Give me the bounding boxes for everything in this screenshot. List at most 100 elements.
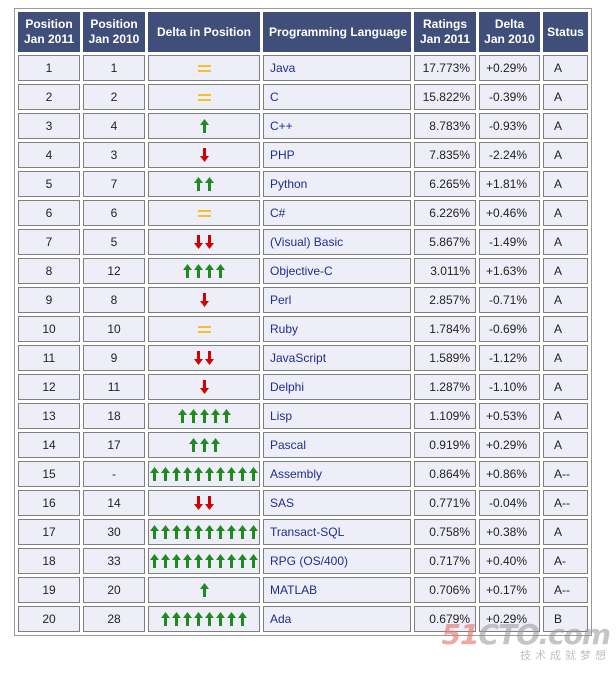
green-up-arrow-icon [216, 554, 225, 569]
delta-position-cell [148, 461, 260, 487]
status-cell: B [543, 606, 588, 632]
delta-cell: -0.04% [479, 490, 540, 516]
status-cell: A [543, 142, 588, 168]
status-cell: A [543, 519, 588, 545]
position-2010-cell: 12 [83, 258, 145, 284]
delta-cell: -0.39% [479, 84, 540, 110]
red-down-arrow-icon [199, 380, 209, 395]
table-body: 1 1 Java 17.773% +0.29% A 2 2 C 15.822% -0.39% A 3 4 C… [18, 55, 588, 632]
rank-up-indicator [199, 583, 210, 598]
position-2011-cell: 16 [18, 490, 80, 516]
table-row: 13 18 Lisp 1.109% +0.53% A [18, 403, 588, 429]
rank-up-indicator [149, 554, 259, 569]
status-cell: A-- [543, 577, 588, 603]
delta-position-cell [148, 55, 260, 81]
rank-up-indicator [182, 264, 226, 279]
position-2010-cell: 17 [83, 432, 145, 458]
delta-position-cell [148, 200, 260, 226]
delta-position-cell [148, 606, 260, 632]
table-row: 8 12 Objective-C 3.011% +1.63% A [18, 258, 588, 284]
delta-position-cell [148, 171, 260, 197]
yellow-equal-icon [197, 210, 211, 218]
green-up-arrow-icon [227, 467, 236, 482]
green-up-arrow-icon [172, 612, 181, 627]
position-2011-cell: 17 [18, 519, 80, 545]
header-delta-position: Delta in Position [148, 12, 260, 52]
green-up-arrow-icon [177, 409, 187, 424]
delta-position-cell [148, 345, 260, 371]
position-2011-cell: 13 [18, 403, 80, 429]
status-cell: A-- [543, 490, 588, 516]
header-ratings: Ratings Jan 2011 [414, 12, 476, 52]
position-2011-cell: 18 [18, 548, 80, 574]
position-2010-cell: 10 [83, 316, 145, 342]
green-up-arrow-icon [194, 264, 203, 279]
green-up-arrow-icon [238, 467, 247, 482]
table-row: 6 6 C# 6.226% +0.46% A [18, 200, 588, 226]
rating-cell: 15.822% [414, 84, 476, 110]
green-up-arrow-icon [161, 554, 170, 569]
position-2011-cell: 14 [18, 432, 80, 458]
delta-cell: -1.12% [479, 345, 540, 371]
table-row: 5 7 Python 6.265% +1.81% A [18, 171, 588, 197]
green-up-arrow-icon [183, 525, 192, 540]
rating-cell: 1.109% [414, 403, 476, 429]
delta-cell: +0.38% [479, 519, 540, 545]
rating-cell: 0.864% [414, 461, 476, 487]
delta-position-cell [148, 403, 260, 429]
table-row: 20 28 Ada 0.679% +0.29% B [18, 606, 588, 632]
green-up-arrow-icon [227, 525, 236, 540]
rating-cell: 7.835% [414, 142, 476, 168]
green-up-arrow-icon [249, 554, 258, 569]
position-2011-cell: 6 [18, 200, 80, 226]
green-up-arrow-icon [188, 438, 198, 453]
rank-up-indicator [149, 467, 259, 482]
table-row: 10 10 Ruby 1.784% -0.69% A [18, 316, 588, 342]
rank-up-indicator [177, 409, 232, 424]
rating-cell: 6.265% [414, 171, 476, 197]
table-row: 7 5 (Visual) Basic 5.867% -1.49% A [18, 229, 588, 255]
delta-position-cell [148, 432, 260, 458]
status-cell: A [543, 55, 588, 81]
red-down-arrow-icon [199, 148, 209, 163]
green-up-arrow-icon [221, 409, 231, 424]
position-2010-cell: 3 [83, 142, 145, 168]
green-up-arrow-icon [194, 612, 203, 627]
green-up-arrow-icon [161, 525, 170, 540]
green-up-arrow-icon [249, 525, 258, 540]
yellow-equal-icon [197, 326, 211, 334]
rating-cell: 0.758% [414, 519, 476, 545]
language-cell: Java [263, 55, 411, 81]
status-cell: A [543, 316, 588, 342]
no-change-indicator [197, 94, 211, 102]
language-cell: Pascal [263, 432, 411, 458]
red-down-arrow-icon [205, 351, 214, 366]
language-cell: RPG (OS/400) [263, 548, 411, 574]
position-2011-cell: 19 [18, 577, 80, 603]
language-cell: Transact-SQL [263, 519, 411, 545]
rating-cell: 17.773% [414, 55, 476, 81]
position-2010-cell: 2 [83, 84, 145, 110]
position-2010-cell: 4 [83, 113, 145, 139]
rating-cell: 0.771% [414, 490, 476, 516]
status-cell: A [543, 287, 588, 313]
green-up-arrow-icon [150, 525, 159, 540]
rating-cell: 2.857% [414, 287, 476, 313]
yellow-equal-icon [197, 94, 211, 102]
green-up-arrow-icon [216, 525, 225, 540]
language-cell: Ruby [263, 316, 411, 342]
rating-cell: 3.011% [414, 258, 476, 284]
status-cell: A [543, 229, 588, 255]
green-up-arrow-icon [199, 409, 209, 424]
position-2010-cell: 14 [83, 490, 145, 516]
position-2011-cell: 2 [18, 84, 80, 110]
delta-cell: +0.29% [479, 432, 540, 458]
delta-cell: +0.40% [479, 548, 540, 574]
green-up-arrow-icon [205, 177, 214, 192]
red-down-arrow-icon [199, 293, 209, 308]
position-2010-cell: 11 [83, 374, 145, 400]
status-cell: A-- [543, 461, 588, 487]
header-position-2011: Position Jan 2011 [18, 12, 80, 52]
delta-position-cell [148, 519, 260, 545]
green-up-arrow-icon [210, 409, 220, 424]
